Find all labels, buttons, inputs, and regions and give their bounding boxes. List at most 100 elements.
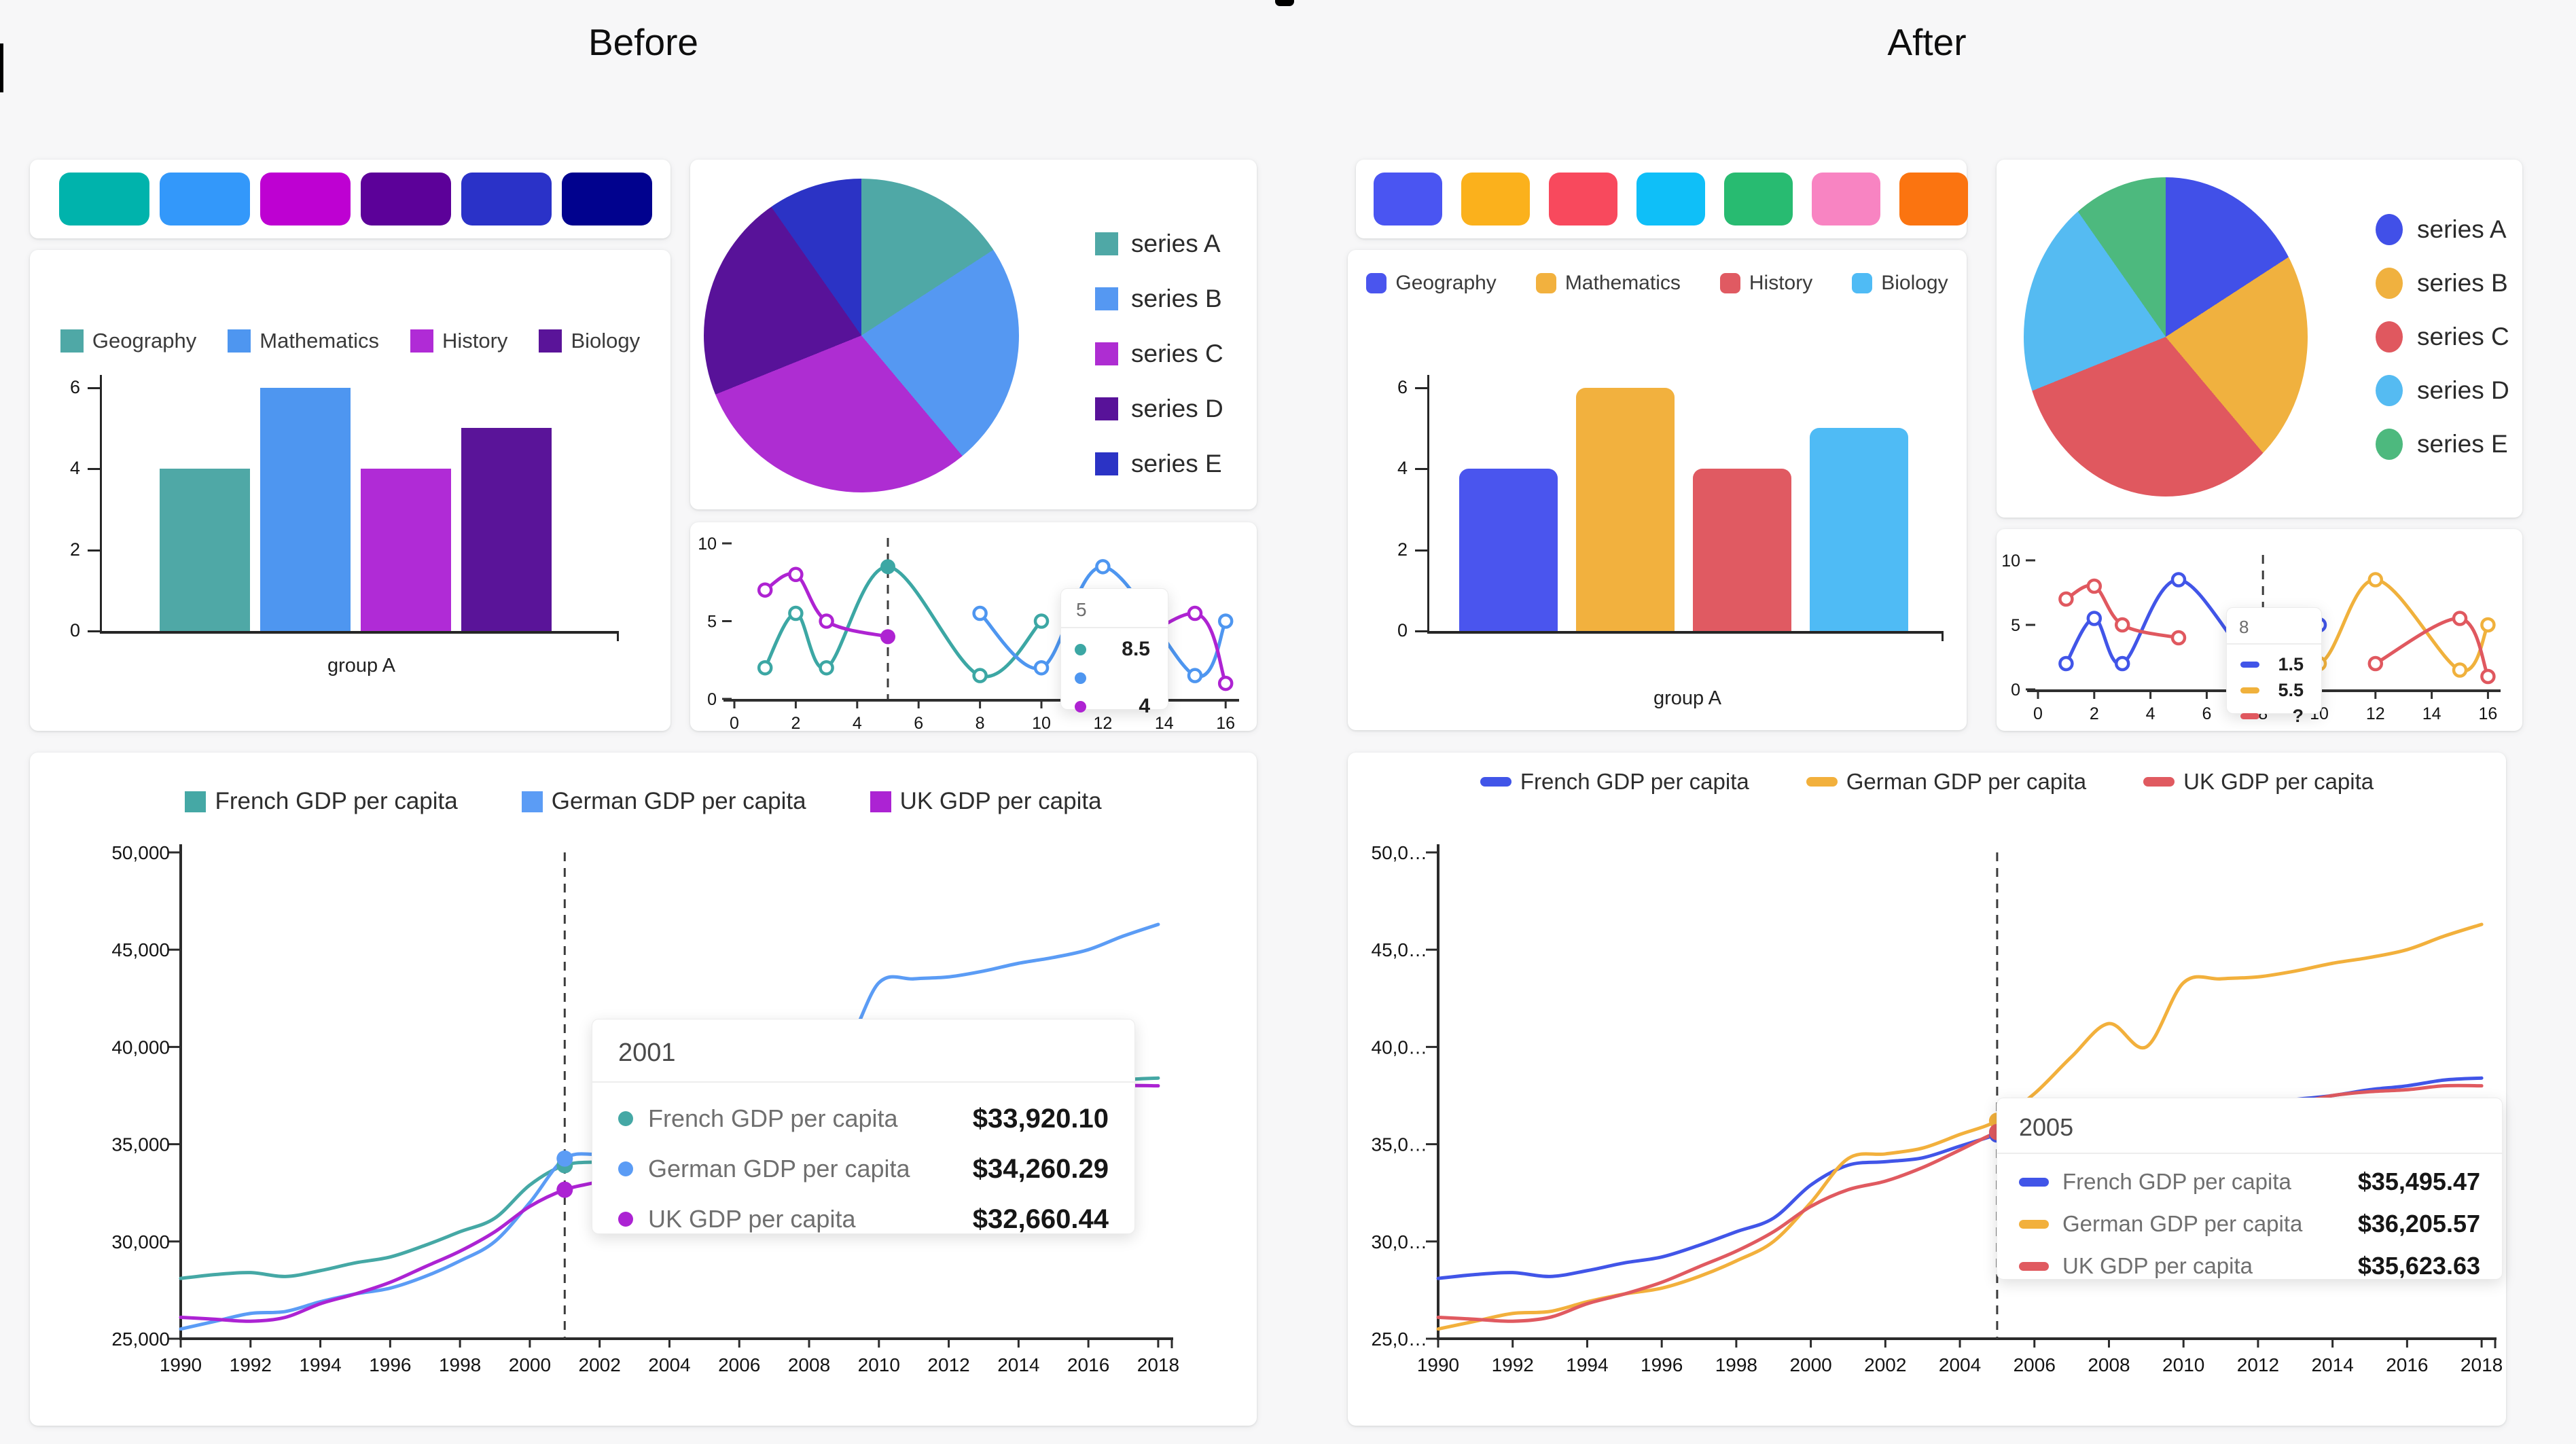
data-point[interactable] (2086, 611, 2103, 626)
before-pie-legend: series A series B series C series D series E (1095, 230, 1223, 478)
y-axis-tick-label: 40,0… (1372, 1036, 1428, 1058)
legend-item[interactable]: History (410, 329, 507, 353)
data-point-active[interactable] (556, 1181, 573, 1198)
palette-swatch (1549, 173, 1617, 225)
bar-mathematics[interactable] (1576, 388, 1675, 631)
before-bar-xlabel: group A (327, 655, 395, 676)
data-point[interactable] (2058, 591, 2074, 607)
legend-item[interactable]: series A (1095, 230, 1223, 258)
legend-label: History (1749, 272, 1813, 294)
legend-item[interactable]: series D (2376, 375, 2509, 406)
data-point[interactable] (757, 582, 773, 598)
data-point[interactable] (972, 605, 988, 621)
legend-label: series D (2417, 376, 2509, 404)
data-point[interactable] (972, 668, 988, 683)
bar-history[interactable] (361, 469, 451, 631)
x-axis-tick-label: 1992 (1492, 1354, 1534, 1375)
y-axis-tick (88, 468, 100, 471)
after-gdp-line-chart[interactable]: 25,0… 30,0… 35,0… 40,0… 45,0… 50,0… 1990 1992 19… (1348, 753, 2506, 1426)
legend-item[interactable]: French GDP per capita (185, 788, 458, 815)
data-point[interactable] (1187, 668, 1203, 683)
legend-item[interactable]: German GDP per capita (521, 788, 806, 815)
legend-item[interactable]: series E (1095, 450, 1223, 478)
data-point[interactable] (2114, 617, 2130, 633)
data-point[interactable] (819, 613, 834, 629)
line-series[interactable] (763, 564, 1043, 679)
data-point-active[interactable] (556, 1150, 573, 1167)
data-point-active[interactable] (880, 629, 895, 645)
legend-item[interactable]: series D (1095, 395, 1223, 423)
palette-swatch (260, 173, 351, 225)
legend-item[interactable]: Biology (1852, 272, 1948, 295)
data-point[interactable] (788, 605, 804, 621)
data-point[interactable] (1217, 675, 1234, 691)
tooltip-header: 5 (1061, 589, 1168, 628)
legend-item[interactable]: UK GDP per capita (870, 788, 1102, 815)
after-mini-tooltip: 8 1.5 5.5 ? (2226, 607, 2322, 726)
slider-handle-notch[interactable] (1275, 0, 1294, 6)
legend-item[interactable]: History (1719, 272, 1813, 295)
bar-biology[interactable] (1810, 428, 1908, 631)
legend-label: series B (2417, 269, 2508, 297)
legend-swatch-icon (1480, 777, 1511, 787)
y-axis-tick-label: 30,0… (1372, 1231, 1428, 1252)
palette-swatch (562, 173, 652, 225)
x-axis-tick-label: 8 (976, 714, 985, 731)
data-point[interactable] (2452, 611, 2468, 626)
data-point[interactable] (2480, 668, 2496, 685)
after-palette-card (1356, 160, 1968, 238)
data-point[interactable] (2452, 662, 2468, 678)
bar-geography[interactable] (160, 469, 250, 631)
legend-item[interactable]: Mathematics (1535, 272, 1681, 295)
before-pie[interactable] (704, 179, 1019, 492)
legend-item[interactable]: French GDP per capita (1480, 769, 1749, 795)
y-axis-tick-label: 0 (69, 620, 80, 640)
legend-item[interactable]: Geography (60, 329, 196, 353)
y-axis-tick-label: 5 (2011, 616, 2020, 635)
legend-swatch-icon (1095, 342, 1118, 365)
legend-swatch-icon (1095, 397, 1118, 420)
data-point[interactable] (2058, 655, 2074, 672)
bar-mathematics[interactable] (260, 388, 351, 631)
data-point[interactable] (2170, 572, 2187, 588)
legend-swatch-icon (1719, 273, 1740, 293)
line-series[interactable] (763, 571, 890, 638)
data-point[interactable] (2367, 655, 2384, 672)
data-point[interactable] (819, 660, 834, 676)
data-point[interactable] (2367, 572, 2384, 588)
line-series[interactable] (2064, 583, 2181, 640)
legend-item[interactable]: series A (2376, 214, 2509, 245)
legend-item[interactable]: Biology (539, 329, 640, 353)
bar-history[interactable] (1693, 469, 1791, 631)
bar-biology[interactable] (461, 428, 552, 631)
bar-geography[interactable] (1459, 469, 1558, 631)
x-axis-end-tick (1942, 631, 1944, 641)
legend-item[interactable]: Mathematics (228, 329, 379, 353)
legend-item[interactable]: series E (2376, 429, 2509, 460)
data-point[interactable] (1095, 559, 1111, 575)
data-point[interactable] (788, 566, 804, 583)
data-point[interactable] (2170, 630, 2187, 646)
data-point[interactable] (2114, 655, 2130, 672)
palette-swatch (1899, 173, 1968, 225)
data-point[interactable] (1217, 613, 1234, 629)
data-point-active[interactable] (880, 559, 895, 575)
data-point[interactable] (1187, 605, 1203, 621)
legend-item[interactable]: series B (2376, 268, 2509, 299)
data-point[interactable] (757, 660, 773, 676)
legend-item[interactable]: UK GDP per capita (2143, 769, 2374, 795)
before-palette-card (30, 160, 670, 238)
after-pie[interactable] (2024, 177, 2308, 497)
legend-item[interactable]: series B (1095, 285, 1223, 313)
tooltip-label: German GDP per capita (2062, 1211, 2303, 1236)
data-point[interactable] (2480, 617, 2496, 633)
legend-item[interactable]: German GDP per capita (1806, 769, 2086, 795)
x-axis-tick-label: 2 (791, 714, 800, 731)
data-point[interactable] (1033, 660, 1050, 676)
data-point[interactable] (1033, 613, 1050, 629)
before-mini-line-chart[interactable]: 0 2 4 6 8 10 12 14 16 0 5 10 (690, 522, 1257, 731)
data-point[interactable] (2086, 578, 2103, 594)
legend-item[interactable]: series C (1095, 340, 1223, 368)
legend-item[interactable]: Geography (1366, 272, 1497, 295)
legend-item[interactable]: series C (2376, 321, 2509, 353)
